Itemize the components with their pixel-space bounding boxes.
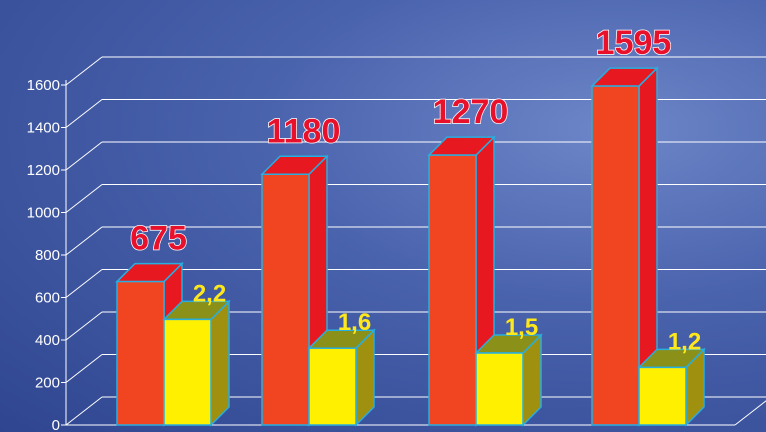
gridline-depth: [65, 226, 103, 256]
data-label-red: 1595: [596, 24, 672, 62]
gridline-depth: [65, 311, 103, 341]
data-label-red: 675: [130, 220, 187, 258]
data-label-red: 1270: [433, 93, 509, 131]
y-tick-label: 200: [35, 375, 60, 392]
bar-red: [428, 154, 477, 426]
y-tick-label: 0: [52, 417, 60, 432]
gridline-depth: [65, 141, 103, 171]
bar-yellow: [638, 366, 687, 426]
y-tick-label: 400: [35, 332, 60, 349]
y-tick-label: 1600: [27, 77, 60, 94]
floor-right-edge: [734, 400, 766, 426]
y-tick-label: 1000: [27, 205, 60, 222]
bar-yellow: [308, 347, 357, 426]
data-label-red: 1180: [267, 112, 341, 150]
gridline-depth: [65, 396, 103, 426]
y-tick-label: 1200: [27, 162, 60, 179]
bar-red: [116, 280, 165, 426]
data-label-yellow: 1,5: [505, 314, 538, 341]
gridline-depth: [65, 269, 103, 298]
data-label-yellow: 1,2: [668, 328, 701, 355]
y-tick-label: 800: [35, 247, 60, 264]
gridline-depth: [65, 56, 103, 86]
y-tick-label: 600: [35, 290, 60, 307]
bar-yellow: [475, 352, 524, 426]
bar-yellow-side: [210, 299, 230, 427]
bar-yellow: [163, 318, 212, 426]
data-label-yellow: 2,2: [193, 280, 226, 307]
data-label-yellow: 1,6: [338, 309, 371, 336]
gridline-depth: [65, 354, 103, 383]
bar-red: [591, 85, 640, 426]
y-tick-label: 1400: [27, 120, 60, 137]
gridline-depth: [65, 184, 103, 213]
gridline-depth: [65, 99, 103, 128]
bar-red: [261, 173, 310, 426]
